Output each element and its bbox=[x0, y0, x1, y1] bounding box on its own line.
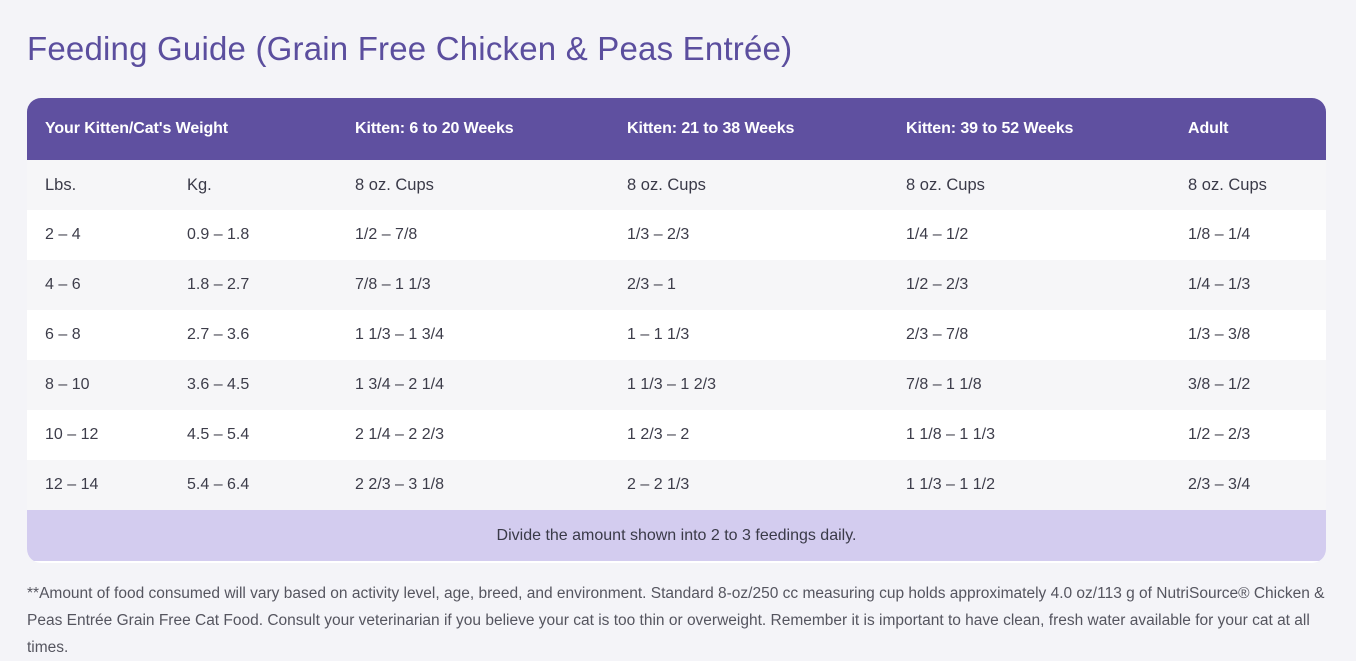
table-row: 12 – 14 5.4 – 6.4 2 2/3 – 3 1/8 2 – 2 1/… bbox=[27, 460, 1326, 510]
unit-cell: 8 oz. Cups bbox=[355, 175, 434, 194]
table-cell: 8 – 10 bbox=[45, 376, 90, 393]
feeding-note-row: Divide the amount shown into 2 to 3 feed… bbox=[27, 510, 1326, 561]
table-cell: 1/4 – 1/2 bbox=[906, 226, 969, 243]
table-cell: 2 2/3 – 3 1/8 bbox=[355, 476, 444, 493]
table-cell: 1/3 – 2/3 bbox=[627, 226, 690, 243]
table-cell: 3.6 – 4.5 bbox=[187, 376, 250, 393]
table-cell: 1 – 1 1/3 bbox=[627, 326, 690, 343]
table-cell: 1 3/4 – 2 1/4 bbox=[355, 376, 444, 393]
table-cell: 7/8 – 1 1/3 bbox=[355, 276, 431, 293]
table-cell: 3/8 – 1/2 bbox=[1188, 376, 1251, 393]
table-cell: 7/8 – 1 1/8 bbox=[906, 376, 982, 393]
table-cell: 1/2 – 7/8 bbox=[355, 226, 418, 243]
table-cell: 1 2/3 – 2 bbox=[627, 426, 690, 443]
header-weight: Your Kitten/Cat's Weight bbox=[45, 120, 229, 137]
table-cell: 10 – 12 bbox=[45, 426, 99, 443]
table-cell: 1/2 – 2/3 bbox=[906, 276, 969, 293]
table-cell: 0.9 – 1.8 bbox=[187, 226, 250, 243]
table-cell: 2/3 – 3/4 bbox=[1188, 476, 1251, 493]
table-cell: 1 1/3 – 1 2/3 bbox=[627, 376, 716, 393]
unit-cell: 8 oz. Cups bbox=[627, 175, 706, 194]
table-cell: 4 – 6 bbox=[45, 276, 81, 293]
table-cell: 4.5 – 5.4 bbox=[187, 426, 250, 443]
table-cell: 2 – 2 1/3 bbox=[627, 476, 690, 493]
table-header-row: Your Kitten/Cat's Weight Kitten: 6 to 20… bbox=[27, 98, 1326, 160]
table-cell: 6 – 8 bbox=[45, 326, 81, 343]
unit-cell: 8 oz. Cups bbox=[1188, 175, 1267, 194]
table-cell: 1.8 – 2.7 bbox=[187, 276, 250, 293]
table-cell: 1/4 – 1/3 bbox=[1188, 276, 1251, 293]
unit-cell: Lbs. bbox=[45, 175, 77, 194]
page-title: Feeding Guide (Grain Free Chicken & Peas… bbox=[27, 30, 793, 67]
table-cell: 2 – 4 bbox=[45, 226, 81, 243]
feeding-guide-table: Your Kitten/Cat's Weight Kitten: 6 to 20… bbox=[27, 98, 1326, 563]
table-cell: 5.4 – 6.4 bbox=[187, 476, 250, 493]
table-row: 4 – 6 1.8 – 2.7 7/8 – 1 1/3 2/3 – 1 1/2 … bbox=[27, 260, 1326, 310]
header-kitten-21-38: Kitten: 21 to 38 Weeks bbox=[627, 120, 795, 137]
table-cell: 2/3 – 1 bbox=[627, 276, 676, 293]
table-row: 6 – 8 2.7 – 3.6 1 1/3 – 1 3/4 1 – 1 1/3 … bbox=[27, 310, 1326, 360]
table-cell: 1/2 – 2/3 bbox=[1188, 426, 1251, 443]
table-row: 10 – 12 4.5 – 5.4 2 1/4 – 2 2/3 1 2/3 – … bbox=[27, 410, 1326, 460]
table-row: 8 – 10 3.6 – 4.5 1 3/4 – 2 1/4 1 1/3 – 1… bbox=[27, 360, 1326, 410]
table-row: 2 – 4 0.9 – 1.8 1/2 – 7/8 1/3 – 2/3 1/4 … bbox=[27, 210, 1326, 260]
header-kitten-39-52: Kitten: 39 to 52 Weeks bbox=[906, 120, 1074, 137]
units-row: Lbs. Kg. 8 oz. Cups 8 oz. Cups 8 oz. Cup… bbox=[27, 160, 1326, 210]
unit-cell: 8 oz. Cups bbox=[906, 175, 985, 194]
table-cell: 12 – 14 bbox=[45, 476, 99, 493]
table-cell: 1 1/3 – 1 1/2 bbox=[906, 476, 995, 493]
header-adult: Adult bbox=[1188, 120, 1229, 137]
table-cell: 1 1/8 – 1 1/3 bbox=[906, 426, 995, 443]
header-kitten-6-20: Kitten: 6 to 20 Weeks bbox=[355, 120, 514, 137]
feeding-note: Divide the amount shown into 2 to 3 feed… bbox=[496, 526, 857, 544]
unit-cell: Kg. bbox=[187, 175, 212, 194]
table-cell: 2.7 – 3.6 bbox=[187, 326, 250, 343]
table-cell: 1 1/3 – 1 3/4 bbox=[355, 326, 444, 343]
table-cell: 2 1/4 – 2 2/3 bbox=[355, 426, 444, 443]
footnote: **Amount of food consumed will vary base… bbox=[27, 585, 1325, 656]
table-cell: 1/3 – 3/8 bbox=[1188, 326, 1251, 343]
table-cell: 1/8 – 1/4 bbox=[1188, 226, 1251, 243]
table-cell: 2/3 – 7/8 bbox=[906, 326, 969, 343]
